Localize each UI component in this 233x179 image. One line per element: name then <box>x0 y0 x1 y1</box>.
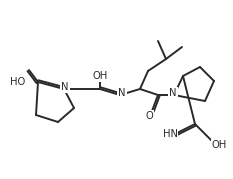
Text: OH: OH <box>92 71 108 81</box>
Text: N: N <box>118 88 126 98</box>
Text: HN: HN <box>162 129 178 139</box>
Text: N: N <box>169 88 177 98</box>
Text: OH: OH <box>211 140 227 150</box>
Text: HO: HO <box>10 77 26 87</box>
Text: O: O <box>145 111 153 121</box>
Text: N: N <box>61 82 69 92</box>
